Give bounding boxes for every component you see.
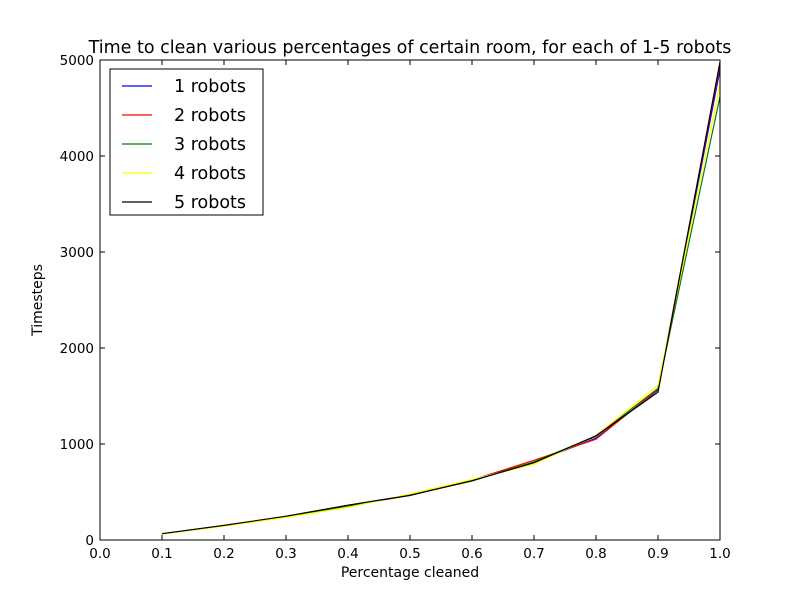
legend-label: 5 robots xyxy=(174,193,246,213)
legend-entry: 1 robots xyxy=(122,77,246,97)
x-tick-label: 0.8 xyxy=(585,546,606,562)
legend-entry: 2 robots xyxy=(122,106,246,126)
x-tick-label: 1.0 xyxy=(709,546,730,562)
y-tick-label: 5000 xyxy=(60,53,94,69)
y-tick-label: 0 xyxy=(85,533,94,549)
plot-area: 0.0 0.1 0.2 0.3 0.4 0.5 0.6 0.7 0.8 0.9 1.0 0 1000 20… xyxy=(60,53,731,562)
x-tick-label: 0.3 xyxy=(275,546,296,562)
y-tick-label: 1000 xyxy=(60,437,94,453)
x-tick-label: 0.1 xyxy=(151,546,172,562)
x-tick-label: 0.0 xyxy=(89,546,110,562)
y-tick-label: 2000 xyxy=(60,341,94,357)
legend-entry: 5 robots xyxy=(122,193,246,213)
legend-label: 1 robots xyxy=(174,77,246,97)
y-tick-label: 3000 xyxy=(60,245,94,261)
chart-title: Time to clean various percentages of cer… xyxy=(88,38,732,58)
x-tick-label: 0.4 xyxy=(337,546,358,562)
legend: 1 robots 2 robots 3 robots 4 robots 5 robots xyxy=(109,68,264,216)
y-tick-label: 4000 xyxy=(60,149,94,165)
y-axis-label: Timesteps xyxy=(30,264,46,337)
legend-entry: 3 robots xyxy=(122,135,246,155)
x-tick-label: 0.2 xyxy=(213,546,234,562)
series-line-4 xyxy=(161,83,721,535)
x-tick-label: 0.5 xyxy=(399,546,420,562)
legend-label: 3 robots xyxy=(174,135,246,155)
legend-entry: 4 robots xyxy=(122,164,246,184)
legend-label: 4 robots xyxy=(174,164,246,184)
x-tick-label: 0.6 xyxy=(461,546,482,562)
legend-label: 2 robots xyxy=(174,106,246,126)
series-lines xyxy=(161,61,721,535)
x-tick-label: 0.7 xyxy=(523,546,544,562)
x-tick-label: 0.9 xyxy=(647,546,668,562)
legend-box xyxy=(109,68,264,216)
axis-ticks: 0.0 0.1 0.2 0.3 0.4 0.5 0.6 0.7 0.8 0.9 1.0 0 1000 20… xyxy=(60,53,731,562)
series-line-5 xyxy=(161,61,721,535)
x-axis-label: Percentage cleaned xyxy=(341,565,479,581)
